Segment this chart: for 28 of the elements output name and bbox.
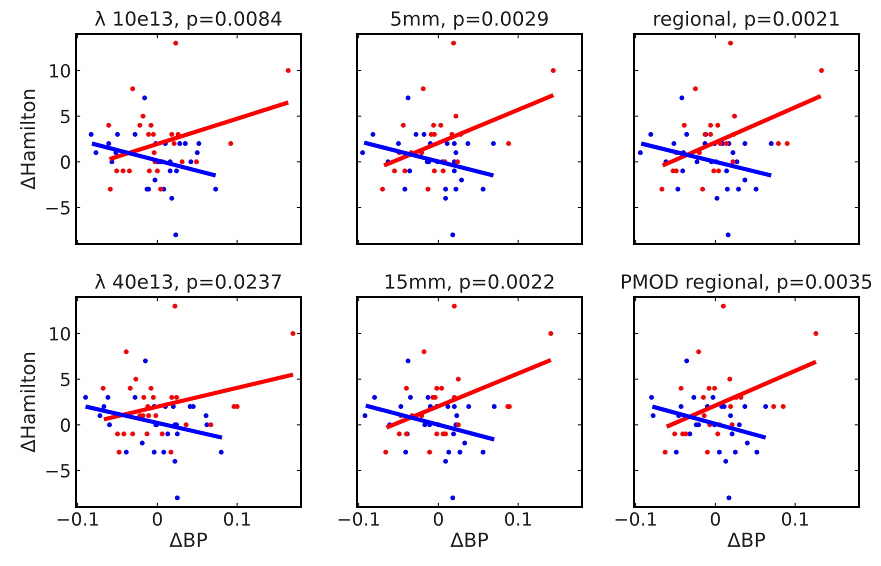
chart-title: regional, p=0.0021 [654,10,839,30]
x-tick-label: 0 [710,512,720,526]
chart-title: λ 40e13, p=0.0237 [94,274,281,293]
y-tick-label: −5 [46,464,70,478]
y-axis-title: ΔHamilton [20,90,36,190]
x-tick-label: −0.1 [58,512,98,526]
x-tick-label: 0.1 [224,512,250,526]
chart-title: 5mm, p=0.0029 [391,11,548,30]
x-axis-title: ΔBP [450,532,488,547]
x-axis-title: ΔBP [727,532,766,547]
y-tick-label: 0 [60,155,70,169]
chart-title: 15mm, p=0.0022 [386,274,554,293]
y-tick-label: 5 [61,110,70,124]
y-tick-label: 0 [60,418,70,432]
y-tick-label: 10 [50,64,70,78]
y-tick-label: 10 [50,326,70,341]
y-tick-label: 5 [61,372,70,386]
chart-title: λ 10e13, p=0.0084 [94,10,282,30]
x-tick-label: 0.1 [505,512,531,526]
x-axis-title: ΔBP [169,532,208,547]
y-tick-label: −5 [46,201,70,215]
chart-title: PMOD regional, p=0.0035 [622,274,872,293]
y-axis-title: ΔHamilton [20,352,36,453]
x-tick-label: 0 [434,512,443,526]
x-tick-label: −0.1 [616,512,656,526]
x-tick-label: −0.1 [338,512,379,526]
x-tick-label: 0 [152,512,162,526]
x-tick-label: 0.1 [782,512,808,526]
